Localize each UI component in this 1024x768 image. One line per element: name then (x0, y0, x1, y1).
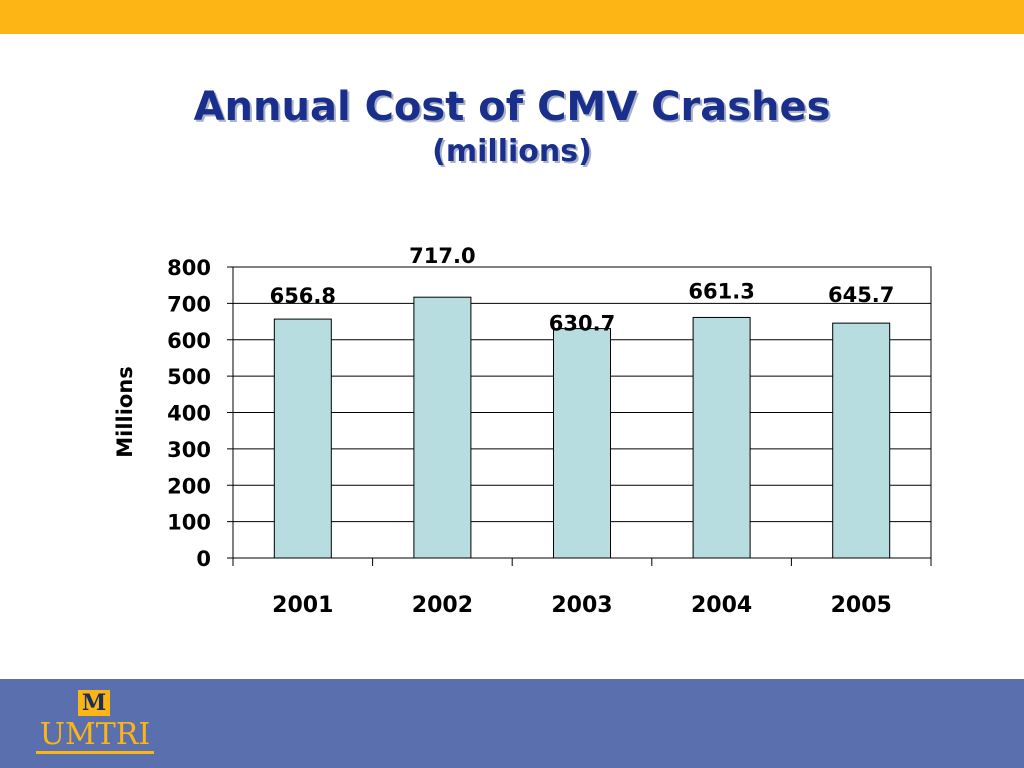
y-tick-label: 400 (167, 402, 211, 426)
y-tick-label: 100 (167, 511, 211, 535)
slide-subtitle: (millions) (432, 134, 592, 169)
x-tick-label: 2002 (412, 593, 473, 618)
x-tick-label: 2001 (272, 593, 333, 618)
bar (273, 318, 332, 559)
y-tick-label: 500 (167, 365, 211, 389)
logo-underline (36, 751, 154, 754)
x-tick-label: 2005 (831, 593, 892, 618)
bottom-band (0, 679, 1024, 768)
bar (553, 328, 611, 559)
top-accent-band (0, 0, 1024, 34)
data-label: 717.0 (409, 244, 475, 268)
y-tick-label: 0 (196, 547, 211, 571)
bar (413, 296, 472, 559)
data-label: 656.8 (270, 284, 336, 308)
x-tick-label: 2003 (551, 593, 612, 618)
bar-chart: 0 100 200 300 400 500 600 700 800 Millions 656.8 20… (113, 244, 932, 618)
data-label: 645.7 (828, 283, 894, 307)
y-tick-label: 700 (167, 292, 211, 316)
bar (832, 322, 891, 559)
bar (692, 316, 751, 559)
umtri-logo-text: UMTRI (39, 717, 151, 752)
university-block-m-logo: M (78, 690, 110, 716)
y-tick-label: 800 (167, 256, 211, 280)
data-label: 630.7 (549, 312, 615, 336)
y-tick-label: 300 (167, 438, 211, 462)
y-tick-label: 600 (167, 329, 211, 353)
x-tick-label: 2004 (691, 593, 752, 618)
y-axis-title: Millions (113, 366, 137, 458)
slide-title: Annual Cost of CMV Crashes (193, 84, 831, 130)
y-tick-label: 200 (167, 474, 211, 498)
data-label: 661.3 (688, 279, 754, 303)
